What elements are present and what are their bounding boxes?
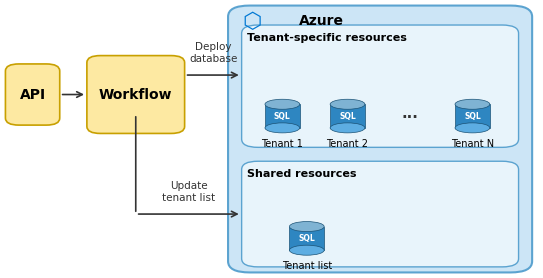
Ellipse shape <box>330 123 365 133</box>
FancyBboxPatch shape <box>242 25 519 147</box>
Text: Tenant-specific resources: Tenant-specific resources <box>247 33 407 43</box>
Ellipse shape <box>289 222 324 232</box>
Text: Tenant list: Tenant list <box>282 261 332 271</box>
Ellipse shape <box>455 99 490 109</box>
FancyBboxPatch shape <box>87 56 185 133</box>
Ellipse shape <box>265 99 300 109</box>
Text: Workflow: Workflow <box>99 88 173 101</box>
Text: ...: ... <box>401 106 419 121</box>
Text: API: API <box>20 88 46 101</box>
FancyBboxPatch shape <box>228 6 532 272</box>
Ellipse shape <box>455 123 490 133</box>
Ellipse shape <box>330 99 365 109</box>
Text: Update
tenant list: Update tenant list <box>162 181 215 203</box>
Text: SQL: SQL <box>464 111 481 121</box>
Text: Tenant N: Tenant N <box>451 139 494 149</box>
Polygon shape <box>330 104 365 128</box>
Text: Tenant 1: Tenant 1 <box>261 139 304 149</box>
Text: SQL: SQL <box>274 111 291 121</box>
Text: Azure: Azure <box>299 14 344 28</box>
Text: SQL: SQL <box>299 234 315 243</box>
Text: Tenant 2: Tenant 2 <box>326 139 369 149</box>
Text: Deploy
database: Deploy database <box>189 42 237 64</box>
FancyBboxPatch shape <box>5 64 60 125</box>
FancyBboxPatch shape <box>242 161 519 267</box>
Polygon shape <box>289 227 324 250</box>
Ellipse shape <box>265 123 300 133</box>
Text: Shared resources: Shared resources <box>247 169 357 179</box>
Text: ⬡: ⬡ <box>243 12 262 32</box>
Ellipse shape <box>289 245 324 255</box>
Text: SQL: SQL <box>339 111 356 121</box>
Polygon shape <box>455 104 490 128</box>
Polygon shape <box>265 104 300 128</box>
